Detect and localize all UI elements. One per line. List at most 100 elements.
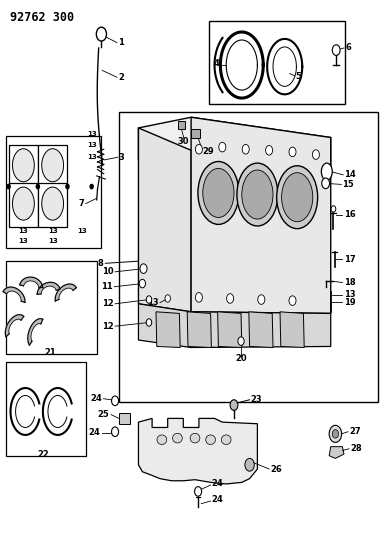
Circle shape xyxy=(322,178,330,189)
Text: 29: 29 xyxy=(203,147,215,156)
Text: 92762 300: 92762 300 xyxy=(10,11,74,23)
Circle shape xyxy=(242,144,249,154)
Circle shape xyxy=(7,184,10,189)
Text: 6: 6 xyxy=(345,44,351,52)
Ellipse shape xyxy=(42,187,64,220)
Text: 2: 2 xyxy=(118,73,124,82)
Bar xyxy=(178,121,185,129)
Text: 30: 30 xyxy=(177,138,189,146)
Circle shape xyxy=(258,295,265,304)
Polygon shape xyxy=(5,314,24,337)
Circle shape xyxy=(266,146,273,155)
Text: 14: 14 xyxy=(344,171,356,179)
Ellipse shape xyxy=(190,433,200,443)
Text: 12: 12 xyxy=(102,322,113,330)
Polygon shape xyxy=(20,277,43,288)
Circle shape xyxy=(289,147,296,157)
Bar xyxy=(38,145,67,189)
Text: 13: 13 xyxy=(87,142,96,148)
Circle shape xyxy=(332,45,340,55)
Circle shape xyxy=(96,27,106,41)
Circle shape xyxy=(165,295,170,302)
Bar xyxy=(119,413,130,424)
Polygon shape xyxy=(138,128,191,312)
Text: 13: 13 xyxy=(87,131,96,138)
Text: 24: 24 xyxy=(212,496,223,504)
Text: 11: 11 xyxy=(101,282,113,291)
Polygon shape xyxy=(138,418,257,484)
Polygon shape xyxy=(156,312,180,348)
Circle shape xyxy=(332,430,339,438)
Bar xyxy=(6,136,101,248)
Circle shape xyxy=(312,150,319,159)
Text: 20: 20 xyxy=(235,354,247,362)
Ellipse shape xyxy=(242,170,273,219)
Text: 25: 25 xyxy=(98,410,110,419)
Polygon shape xyxy=(187,312,211,348)
Text: 1: 1 xyxy=(118,38,124,47)
Polygon shape xyxy=(191,117,331,313)
Text: 10: 10 xyxy=(102,268,113,276)
Bar xyxy=(6,362,86,456)
Bar xyxy=(9,145,38,189)
Polygon shape xyxy=(329,447,344,458)
Bar xyxy=(9,183,38,227)
Text: 13: 13 xyxy=(147,298,158,307)
Ellipse shape xyxy=(206,435,216,445)
Text: 17: 17 xyxy=(344,255,355,263)
Text: 13: 13 xyxy=(77,228,87,234)
Text: 13: 13 xyxy=(344,290,355,299)
Text: 24: 24 xyxy=(212,480,223,488)
Polygon shape xyxy=(3,287,25,302)
Text: 27: 27 xyxy=(349,427,361,436)
Polygon shape xyxy=(280,312,304,348)
Polygon shape xyxy=(37,282,60,294)
Polygon shape xyxy=(138,304,331,348)
Text: 21: 21 xyxy=(44,349,56,357)
Bar xyxy=(119,112,378,402)
Ellipse shape xyxy=(282,173,313,222)
Text: 5: 5 xyxy=(296,72,301,81)
Circle shape xyxy=(112,427,119,437)
Circle shape xyxy=(90,184,93,189)
Text: 23: 23 xyxy=(251,395,262,404)
Circle shape xyxy=(329,425,342,442)
Text: 26: 26 xyxy=(270,465,282,473)
Ellipse shape xyxy=(157,435,167,445)
Ellipse shape xyxy=(173,433,183,443)
Circle shape xyxy=(195,487,202,496)
Text: 18: 18 xyxy=(344,278,355,287)
Text: 4: 4 xyxy=(214,60,220,68)
Polygon shape xyxy=(218,312,242,348)
Ellipse shape xyxy=(277,166,318,229)
Circle shape xyxy=(227,294,234,303)
Circle shape xyxy=(219,142,226,152)
Circle shape xyxy=(238,337,244,345)
Text: 8: 8 xyxy=(98,259,104,268)
Text: 13: 13 xyxy=(48,238,58,244)
Ellipse shape xyxy=(222,435,231,445)
Circle shape xyxy=(139,279,145,288)
Circle shape xyxy=(146,319,152,326)
Text: 22: 22 xyxy=(37,450,49,458)
Ellipse shape xyxy=(42,149,64,182)
Text: 13: 13 xyxy=(87,154,96,160)
Text: 19: 19 xyxy=(344,298,355,306)
Circle shape xyxy=(289,296,296,305)
Ellipse shape xyxy=(237,163,278,226)
Circle shape xyxy=(195,293,202,302)
Text: 24: 24 xyxy=(90,394,102,403)
Text: 7: 7 xyxy=(78,199,84,208)
Circle shape xyxy=(146,296,152,303)
Circle shape xyxy=(66,184,69,189)
Circle shape xyxy=(112,396,119,406)
Circle shape xyxy=(331,206,336,212)
Text: 3: 3 xyxy=(119,153,125,161)
Text: 24: 24 xyxy=(89,429,101,437)
Polygon shape xyxy=(249,312,273,348)
Ellipse shape xyxy=(198,161,239,224)
Text: 13: 13 xyxy=(48,228,58,234)
Bar xyxy=(209,21,345,104)
Bar xyxy=(191,129,200,138)
Bar xyxy=(38,183,67,227)
